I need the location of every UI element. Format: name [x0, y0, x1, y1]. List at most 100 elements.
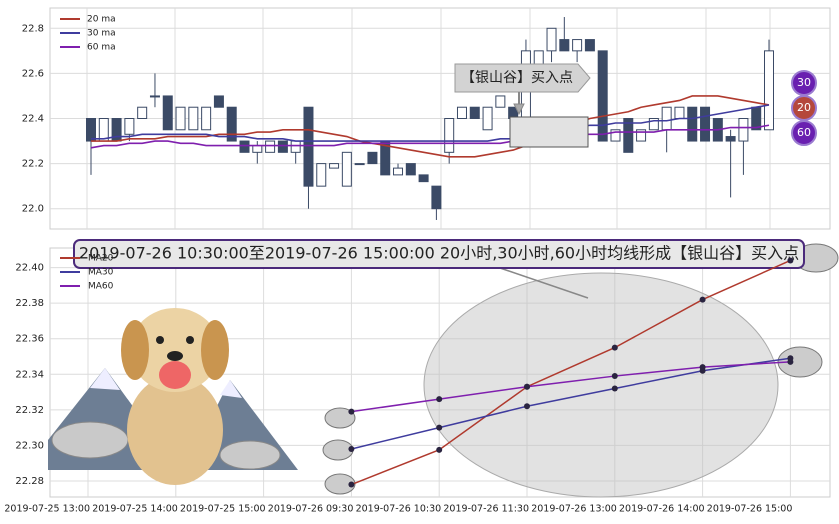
x-tick-label: 2019-07-26 14:00: [619, 504, 705, 515]
candle-body: [610, 129, 621, 142]
ma-line: [91, 95, 770, 158]
candle-body: [674, 106, 685, 119]
candle-body: [226, 106, 237, 142]
candle-body: [418, 174, 429, 183]
candle-body: [393, 167, 404, 176]
candle-body: [469, 106, 480, 119]
decoration: [48, 243, 839, 495]
point: [348, 445, 355, 452]
badge-label: 20: [797, 101, 811, 114]
candle-body: [239, 140, 250, 153]
candle-body: [252, 145, 263, 153]
candle-body: [687, 106, 698, 142]
point: [611, 344, 618, 351]
legend-label: MA20: [88, 254, 114, 264]
point: [611, 373, 618, 380]
point: [699, 296, 706, 303]
candle-body: [303, 106, 314, 187]
candle-body: [201, 106, 212, 131]
y-tick-label: 22.6: [22, 68, 44, 79]
candle-body: [725, 136, 736, 142]
candle-body: [137, 106, 148, 119]
candle-body: [764, 50, 774, 131]
banner-arrow: [499, 267, 589, 299]
candle-body: [290, 140, 301, 153]
legend-label: 60 ma: [87, 43, 116, 53]
y-tick-label: 22.36: [15, 334, 44, 345]
candle-body: [354, 163, 365, 166]
ma-line: [351, 259, 791, 486]
banner-box: [73, 239, 805, 269]
candle-body: [700, 106, 711, 142]
x-tick-label: 2019-07-25 14:00: [92, 504, 178, 515]
banner: 2019-07-26 10:30:00至2019-07-26 15:00:00 …: [79, 244, 799, 263]
y-tick-label: 22.32: [15, 405, 44, 416]
point: [611, 385, 618, 392]
legend-label: 20 ma: [87, 15, 116, 25]
y-tick-label: 22.2: [22, 159, 44, 170]
candle-body: [149, 95, 160, 98]
candle-body: [316, 163, 327, 187]
x-tick-label: 2019-07-26 15:00: [707, 504, 793, 515]
annotation-marker: [454, 63, 591, 148]
candle-body: [431, 185, 442, 210]
candle-body: [456, 106, 467, 119]
candle-body: [188, 106, 199, 131]
candle-body: [405, 163, 416, 176]
badge-label: 60: [797, 126, 811, 139]
point: [348, 408, 355, 415]
candle-body: [277, 140, 288, 153]
candle-body: [572, 39, 583, 52]
candle-body: [559, 39, 570, 52]
legend-label: MA60: [88, 282, 114, 292]
candle-body: [546, 27, 557, 52]
candle-body: [86, 118, 96, 142]
y-tick-label: 22.30: [15, 440, 44, 451]
point: [436, 446, 443, 453]
x-tick-label: 2019-07-26 10:30: [356, 504, 442, 515]
ma-line: [351, 357, 791, 450]
ma-line: [351, 361, 791, 413]
candle-body: [738, 118, 749, 142]
candle-body: [584, 39, 595, 52]
highlight-ellipse: [423, 272, 779, 498]
point: [699, 364, 706, 371]
candle-body: [329, 163, 340, 169]
candle-body: [213, 95, 224, 108]
candle-body: [495, 95, 506, 108]
candle-body: [636, 129, 647, 142]
candle-body: [482, 106, 493, 131]
ma-line: [91, 104, 770, 142]
candle-body: [597, 50, 608, 142]
candle-body: [162, 95, 173, 131]
point: [524, 383, 530, 390]
candle-body: [661, 106, 672, 131]
y-tick-label: 22.8: [22, 23, 44, 34]
candle-body: [265, 140, 276, 153]
ma-line: [90, 124, 770, 149]
legend-label: 30 ma: [87, 29, 116, 39]
candle-body: [623, 118, 634, 153]
x-tick-label: 2019-07-25 15:00: [180, 504, 266, 515]
y-tick-label: 22.0: [22, 204, 44, 215]
candle-body: [648, 118, 659, 131]
y-tick-label: 22.28: [15, 476, 44, 487]
badge: [791, 120, 817, 146]
x-tick-label: 2019-07-26 09:30: [268, 504, 354, 515]
y-tick-label: 22.4: [22, 114, 44, 125]
x-tick-label: 2019-07-25 13:00: [4, 504, 90, 515]
candle-body: [175, 106, 186, 131]
candle-body: [444, 118, 455, 153]
candle-body: [367, 151, 378, 165]
point: [348, 481, 355, 488]
y-tick-label: 22.34: [15, 369, 44, 380]
y-tick-label: 22.38: [15, 298, 44, 309]
x-tick-label: 2019-07-26 11:30: [443, 504, 529, 515]
badge-label: 30: [797, 76, 811, 89]
point: [787, 358, 794, 365]
legend-label: MA30: [88, 268, 114, 278]
y-tick-label: 22.40: [15, 263, 44, 274]
point: [524, 403, 530, 410]
point: [436, 424, 443, 431]
